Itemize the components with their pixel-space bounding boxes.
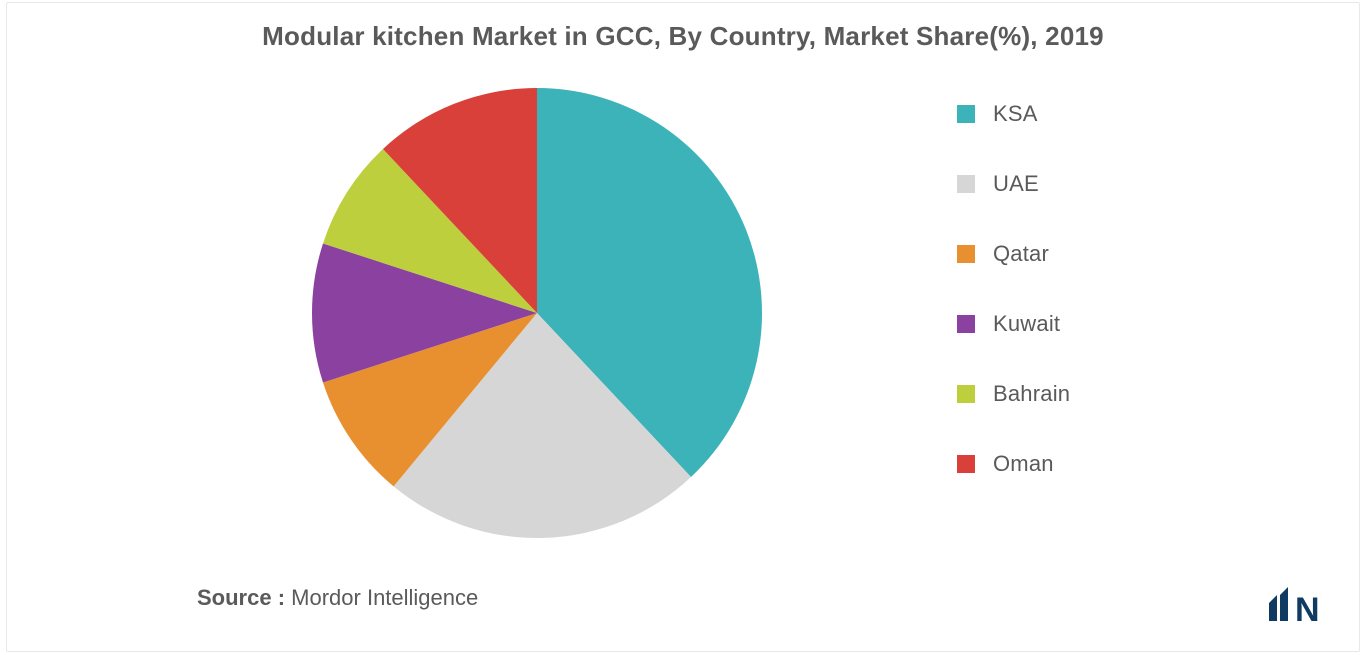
legend-label: KSA bbox=[993, 101, 1038, 127]
pie-svg bbox=[307, 83, 767, 543]
legend-item-bahrain: Bahrain bbox=[957, 381, 1070, 407]
legend-swatch-icon bbox=[957, 385, 975, 403]
legend-label: Qatar bbox=[993, 241, 1049, 267]
brand-logo-icon: N bbox=[1267, 581, 1331, 625]
legend-swatch-icon bbox=[957, 105, 975, 123]
legend-swatch-icon bbox=[957, 315, 975, 333]
legend-label: Oman bbox=[993, 451, 1054, 477]
source-value: Mordor Intelligence bbox=[291, 585, 478, 610]
source-label: Source : bbox=[197, 585, 285, 610]
legend-label: Kuwait bbox=[993, 311, 1060, 337]
legend-item-uae: UAE bbox=[957, 171, 1070, 197]
legend-item-qatar: Qatar bbox=[957, 241, 1070, 267]
legend-item-kuwait: Kuwait bbox=[957, 311, 1070, 337]
legend: KSA UAE Qatar Kuwait Bahrain Oman bbox=[957, 101, 1070, 477]
legend-swatch-icon bbox=[957, 455, 975, 473]
chart-title: Modular kitchen Market in GCC, By Countr… bbox=[7, 21, 1359, 52]
legend-swatch-icon bbox=[957, 245, 975, 263]
legend-label: Bahrain bbox=[993, 381, 1070, 407]
chart-frame: Modular kitchen Market in GCC, By Countr… bbox=[6, 2, 1360, 652]
pie-chart bbox=[307, 83, 767, 543]
source-line: Source : Mordor Intelligence bbox=[197, 585, 478, 611]
logo-text: N bbox=[1295, 591, 1320, 625]
legend-label: UAE bbox=[993, 171, 1039, 197]
legend-item-ksa: KSA bbox=[957, 101, 1070, 127]
logo-bar-2 bbox=[1280, 587, 1288, 621]
legend-swatch-icon bbox=[957, 175, 975, 193]
legend-item-oman: Oman bbox=[957, 451, 1070, 477]
logo-bar-1 bbox=[1269, 595, 1277, 621]
